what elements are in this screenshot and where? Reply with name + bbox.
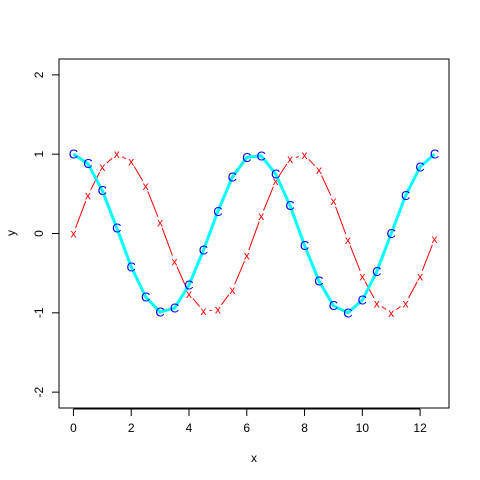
series-cyan-point: C [401, 188, 410, 203]
series-red-point: x [186, 287, 192, 301]
series-red-segment [295, 156, 299, 158]
series-red-point: x [70, 227, 76, 241]
x-tick-label: 4 [186, 421, 193, 435]
series-cyan-point: C [83, 156, 92, 171]
series-red-point: x [114, 147, 120, 161]
x-tick-label: 0 [70, 421, 77, 435]
series-red-point: x [287, 152, 293, 166]
series-cyan-point: C [170, 301, 179, 316]
x-tick-label: 2 [128, 421, 135, 435]
series-cyan-point: C [98, 183, 107, 198]
y-axis-title: y [4, 230, 18, 236]
y-tick-label: 0 [32, 230, 46, 237]
series-red-point: x [157, 215, 163, 229]
series-red-point: x [143, 179, 149, 193]
x-axis: 0 2 4 6 8 10 12 [70, 408, 427, 435]
series-red-segment [349, 245, 361, 271]
series-red-segment [278, 163, 288, 177]
series-cyan-point: C [112, 220, 121, 235]
series-red-segment [321, 175, 332, 196]
series-red-segment [421, 244, 433, 271]
series-red-segment [121, 156, 127, 160]
series-cyan-point: C [314, 274, 323, 289]
series-red-point: x [330, 194, 336, 208]
series-red-segment [221, 294, 230, 306]
y-tick-label: -1 [32, 307, 46, 318]
series-red-point: x [128, 154, 134, 168]
series-cyan-point: C [141, 289, 150, 304]
series-red-point: x [403, 296, 409, 310]
series-red-point: x [388, 306, 394, 320]
series-red-segment [234, 261, 245, 285]
y-tick-label: -2 [32, 386, 46, 397]
series-red-point: x [345, 233, 351, 247]
series-red-segment [133, 166, 144, 181]
series-red-point: x [374, 296, 380, 310]
series-cyan-point: C [155, 305, 164, 320]
series-cyan-point: C [69, 147, 78, 162]
series-cyan-point: C [430, 147, 439, 162]
series-cyan-point: C [271, 167, 280, 182]
series-cyan-point: C [228, 170, 237, 185]
series-red-point: x [417, 269, 423, 283]
series-red-segment [161, 227, 173, 256]
series-cyan-point: C [257, 148, 266, 163]
series-cyan-point: C [387, 226, 396, 241]
y-tick-label: 2 [32, 71, 46, 78]
series-cyan-line [72, 152, 436, 315]
series-red-point: x [432, 232, 438, 246]
series-red-point: x [273, 174, 279, 188]
series-cyan-point: C [343, 305, 352, 320]
series-red-segment [248, 221, 260, 251]
series-red-segment [381, 306, 387, 310]
series-cyan-point: C [372, 264, 381, 279]
series-cyan-point: C [358, 293, 367, 308]
series-cyan-point: C [300, 238, 309, 253]
x-tick-label: 6 [243, 421, 250, 435]
series-cyan-point: C [242, 150, 251, 165]
series-red-point: x [359, 269, 365, 283]
series-red-point: x [172, 254, 178, 268]
series-cyan-point: C [285, 198, 294, 213]
series-cyan-point: C [127, 259, 136, 274]
series-red-point: x [99, 160, 105, 174]
series-red-point: x [244, 249, 250, 263]
series-red-segment [335, 206, 347, 235]
series-red-segment [408, 281, 418, 299]
series-cyan-point: C [213, 204, 222, 219]
series-red-segment [90, 172, 101, 191]
series-cyan-point: C [415, 159, 424, 174]
series-red-segment [176, 266, 188, 289]
series-red-point: x [258, 209, 264, 223]
series-red-segment [147, 191, 159, 218]
series-cyan-point: C [329, 298, 338, 313]
series-red-point: x [229, 283, 235, 297]
series-red-segment [106, 157, 113, 164]
x-tick-label: 12 [413, 421, 427, 435]
series-red-segment [308, 158, 316, 167]
x-axis-title: x [251, 451, 257, 465]
x-tick-label: 8 [301, 421, 308, 435]
series-cyan-point: C [184, 278, 193, 293]
x-tick-label: 10 [356, 421, 370, 435]
series-red-segment [263, 186, 274, 211]
series-red-segment [192, 298, 201, 307]
series-red-segment [364, 281, 375, 299]
series-red-segment [395, 306, 401, 310]
series-red-point: x [316, 163, 322, 177]
y-axis: -2 -1 0 1 2 [32, 71, 60, 397]
series-red-point: x [215, 303, 221, 317]
series-red-point: x [200, 304, 206, 318]
y-tick-label: 1 [32, 151, 46, 158]
series-red-segment [75, 200, 87, 229]
series-cyan-point: C [199, 243, 208, 258]
series-red-point: x [302, 148, 308, 162]
series-red-point: x [85, 188, 91, 202]
